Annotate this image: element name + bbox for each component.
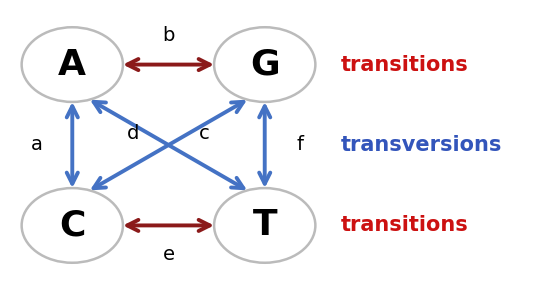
Text: d: d [127,124,139,143]
Ellipse shape [214,188,316,263]
Text: f: f [297,135,304,155]
Text: transitions: transitions [341,55,468,75]
Text: transitions: transitions [341,215,468,235]
Text: a: a [31,135,43,155]
Text: e: e [162,245,175,264]
Ellipse shape [22,27,123,102]
Text: C: C [59,209,85,242]
Text: c: c [199,124,209,143]
Ellipse shape [214,27,316,102]
Text: A: A [58,48,87,81]
Text: b: b [162,26,175,45]
Text: T: T [253,209,277,242]
Text: G: G [250,48,279,81]
Ellipse shape [22,188,123,263]
Text: transversions: transversions [341,135,502,155]
